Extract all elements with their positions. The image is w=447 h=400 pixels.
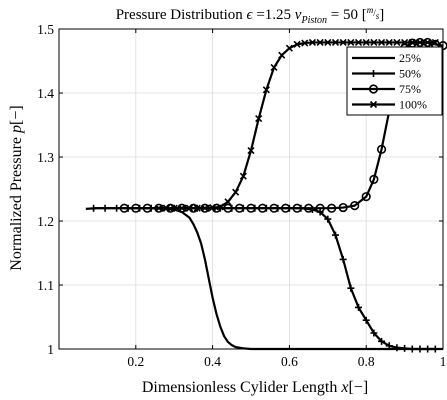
series-marker-50pct [113,204,121,212]
x-tick-label: 0.8 [358,354,375,369]
series-marker-50pct [378,337,386,345]
legend: 25% 50%75% 100% [346,46,443,116]
series-marker-100pct [185,204,194,212]
series-marker-100pct [354,38,363,47]
series-marker-100pct [247,147,255,155]
series-marker-100pct [255,115,263,123]
series-marker-100pct [178,204,186,212]
series-marker-100pct [377,38,386,47]
series-marker-50pct [331,231,339,239]
legend-label-25pct: 25% [399,51,421,65]
series-marker-50pct [362,316,370,324]
series-marker-100pct [270,63,278,71]
x-tick-label: 1 [440,354,447,369]
series-marker-100pct [316,38,324,47]
series-marker-100pct [285,44,293,52]
series-marker-75pct [280,203,291,213]
series-marker-100pct [216,203,224,211]
series-marker-100pct [416,38,424,47]
series-marker-100pct [401,38,409,47]
x-tick-label: 0.6 [281,354,298,369]
series-marker-50pct [347,284,355,292]
series-marker-75pct [269,203,279,213]
series-marker-75pct [376,144,387,154]
series-marker-100pct [262,86,270,94]
y-tick-label: 1 [47,342,54,357]
series-marker-50pct [324,215,332,223]
series-marker-75pct [361,192,371,202]
series-marker-100pct [370,38,378,47]
legend-marker-75pct [368,84,379,94]
series-marker-100pct [278,51,286,59]
series-marker-75pct [223,203,233,213]
series-marker-75pct [119,203,129,213]
legend-marker-100pct [369,100,378,109]
series-marker-100pct [308,38,317,47]
series-marker-100pct [324,38,332,47]
series-marker-100pct [393,38,401,47]
series-marker-100pct [293,40,301,48]
series-marker-50pct [393,344,401,352]
series-marker-100pct [424,38,432,47]
series-marker-75pct [315,203,325,213]
legend-label-50pct: 50% [399,67,421,81]
series-marker-75pct [304,203,314,213]
y-axis-label: Normalized Pressure p[−] [8,105,25,270]
series-marker-100pct [209,203,217,212]
series-marker-100pct [239,172,247,180]
series-marker-100pct [155,204,163,212]
series-marker-75pct [350,201,360,211]
x-axis-label: Dimensionless Cylider Length x[−] [142,379,368,396]
series-marker-100pct [162,204,171,212]
series-marker-100pct [431,38,439,47]
series-marker-100pct [170,204,178,212]
series-marker-100pct [331,38,340,47]
series-marker-75pct [327,203,337,213]
series-marker-75pct [246,203,256,213]
series-marker-100pct [408,38,416,47]
series-marker-100pct [339,38,347,47]
series-marker-50pct [401,344,409,352]
series-marker-100pct [385,38,393,47]
y-tick-label: 1.3 [37,150,54,165]
series-marker-50pct [101,204,109,212]
series-marker-100pct [201,204,209,212]
y-tick-label: 1.2 [37,214,54,229]
legend-marker-50pct [370,70,377,77]
series-marker-75pct [234,203,245,213]
series-marker-50pct [90,204,98,212]
series-marker-100pct [224,198,232,206]
series-marker-75pct [369,174,379,184]
series-marker-50pct [355,303,363,311]
series-marker-100pct [301,39,309,47]
chart-title: Pressure Distribution ϵ =1.25 vPiston = … [116,5,385,26]
y-tick-label: 1.4 [37,86,54,101]
series-marker-75pct [142,203,152,213]
x-tick-label: 0.4 [204,354,221,369]
series-marker-50pct [339,255,347,263]
series-marker-100pct [193,204,201,212]
series-marker-75pct [257,203,268,213]
series-marker-100pct [232,188,240,196]
y-tick-label: 1.5 [37,22,54,37]
y-tick-label: 1.1 [37,278,54,293]
series-marker-50pct [370,329,378,337]
series-marker-100pct [347,38,355,47]
x-tick-label: 0.2 [127,354,144,369]
legend-label-75pct: 75% [399,82,421,96]
series-marker-100pct [362,38,370,47]
series-100pct [155,38,439,212]
axis-ticks: 0.2 0.4 0.6 0.8 1 1 1.1 1.2 1.3 1.4 1.5 [37,22,446,369]
legend-label-100pct: 100% [399,98,427,112]
plot-area-frame [58,28,444,350]
series-marker-75pct [131,203,141,213]
series-marker-75pct [338,202,348,213]
series-marker-50pct [385,342,393,350]
series-marker-75pct [292,203,302,213]
